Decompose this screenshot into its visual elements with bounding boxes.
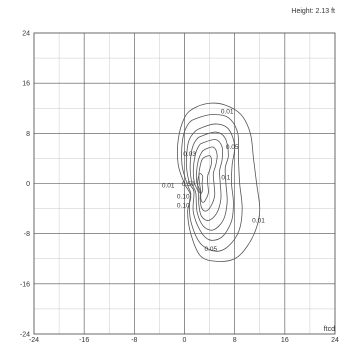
y-tick-label: 24 [22,31,30,38]
contour-line [189,131,229,231]
contour-line [195,146,218,212]
x-tick-label: 24 [331,337,339,344]
x-tick-labels: -24 -16 -8 0 8 16 24 [29,337,339,344]
contour-lines [177,102,261,262]
x-tick-label: 16 [281,337,289,344]
x-tick-label: 0 [183,337,187,344]
y-tick-label: -16 [20,281,30,288]
y-tick-labels: 24 16 8 0 -8 -16 -24 [20,31,30,339]
contour-labels: 0.010.050.030.10.01 0.500.100.100.010.05 [162,108,265,253]
x-tick-label: 8 [233,337,237,344]
y-tick-label: 0 [26,181,30,188]
contour-line [177,102,261,262]
contour-label: 0.01 [252,217,265,224]
height-label: Height: 2.13 ft [291,8,335,15]
contour-label: 0.05 [205,246,218,253]
contour-label: 0.01 [162,182,175,189]
contour-label: 0.10 [177,202,190,209]
contour-label: 0.50 [182,181,195,188]
contour-line [181,114,243,252]
unit-label: ftcd [324,326,335,333]
y-tick-label: -24 [20,332,30,339]
contour-label: 0.10 [177,194,190,201]
contour-label: 0.01 [221,108,234,115]
plot-frame [33,32,336,335]
x-tick-label: -8 [131,337,137,344]
y-tick-label: 8 [26,131,30,138]
contour-line [185,123,236,241]
contour-label: 0.1 [221,175,230,182]
y-tick-label: -8 [24,231,30,238]
contour-line [197,173,204,194]
y-tick-label: 16 [22,81,30,88]
x-tick-label: -24 [29,337,39,344]
contour-line [192,139,224,221]
x-tick-label: -16 [79,337,89,344]
contour-label: 0.05 [226,144,239,151]
contour-label: 0.03 [183,151,196,158]
contour-line [198,155,212,203]
